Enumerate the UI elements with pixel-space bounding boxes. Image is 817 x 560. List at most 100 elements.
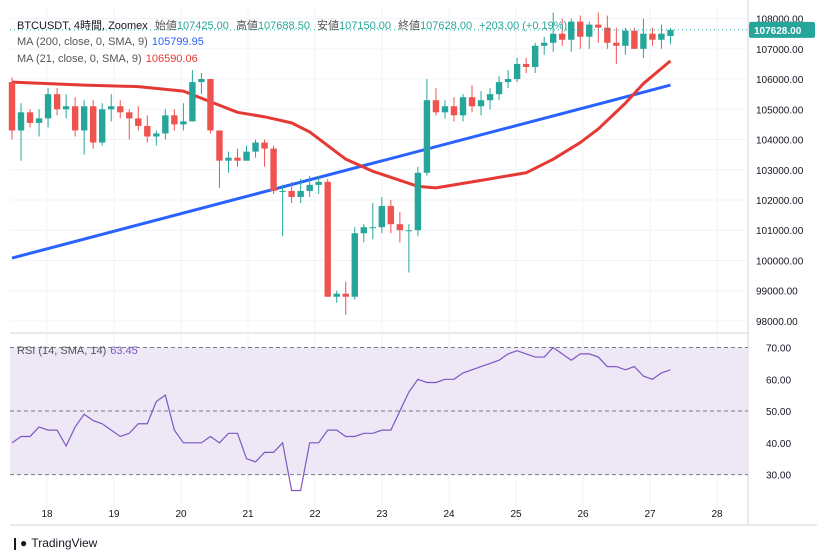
symbol-title[interactable]: BTCUSDT, 4時間, Zoomex <box>17 20 148 32</box>
price-tick-label: 102000.00 <box>756 196 804 207</box>
candle-body <box>613 42 620 46</box>
candle-body <box>450 106 458 116</box>
candle-body <box>396 224 404 231</box>
candle-body <box>658 33 665 40</box>
time-tick-label: 23 <box>376 509 388 520</box>
candle-body <box>144 125 151 137</box>
candle-body <box>153 133 160 137</box>
candle-body <box>8 82 16 131</box>
candle-body <box>513 63 521 80</box>
candle-body <box>495 82 503 95</box>
price-tick-label: 108000.00 <box>756 15 804 26</box>
rsi-legend-value: 63.45 <box>110 345 138 357</box>
candle-body <box>71 106 79 131</box>
rsi-tick-label: 30.00 <box>766 471 791 482</box>
candle-body <box>360 227 367 234</box>
candle-body <box>441 106 449 113</box>
ma200-legend[interactable]: MA (200, close, 0, SMA, 9) 105799.95 <box>17 36 208 48</box>
candle-body <box>162 115 169 134</box>
candle-body <box>189 82 196 122</box>
rsi-band <box>10 347 748 476</box>
low-label: 安値 <box>317 20 339 32</box>
candle-body <box>180 121 187 125</box>
candle-body <box>333 293 340 297</box>
time-tick-label: 25 <box>510 509 522 520</box>
candle-body <box>405 230 413 232</box>
candle-body <box>522 63 530 67</box>
high-label: 高値 <box>235 20 258 32</box>
candle-body <box>423 100 431 173</box>
ma200-line <box>11 83 671 260</box>
rsi-tick-label: 70.00 <box>766 344 791 355</box>
candle-body <box>559 33 566 40</box>
rsi-legend-label: RSI (14, SMA, 14) <box>17 345 107 357</box>
candle-body <box>577 21 584 37</box>
candle-body <box>315 181 322 185</box>
candle-body <box>216 130 223 161</box>
change-value: +203.00 (+0.19%) <box>479 20 568 32</box>
candle-body <box>595 24 602 28</box>
ma200-path <box>11 83 671 260</box>
candle-body <box>99 109 106 143</box>
candle-body <box>252 142 259 152</box>
candle-body <box>117 106 124 113</box>
candle-body <box>540 42 548 46</box>
price-axis[interactable]: 108000.00 107000.00 106000.00 105000.00 1040… <box>749 15 815 482</box>
time-tick-label: 18 <box>41 509 53 520</box>
rsi-band-fill <box>10 347 748 475</box>
candle-body <box>198 79 205 83</box>
candles-group <box>8 12 748 315</box>
price-tick-label: 107000.00 <box>756 45 804 56</box>
time-axis[interactable]: 18 19 20 21 22 23 24 25 26 27 28 <box>41 509 723 520</box>
ma21-legend-label: MA (21, close, 0, SMA, 9) <box>17 53 142 65</box>
ma21-legend[interactable]: MA (21, close, 0, SMA, 9) 106590.06 <box>17 53 202 65</box>
candle-body <box>649 33 656 40</box>
time-tick-label: 24 <box>443 509 455 520</box>
candle-body <box>35 118 43 123</box>
time-tick-label: 28 <box>711 509 723 520</box>
open-label: 始値 <box>154 20 177 32</box>
price-tick-label: 104000.00 <box>756 136 804 147</box>
price-tick-label: 106000.00 <box>756 75 804 86</box>
candle-body <box>80 106 88 131</box>
rsi-legend[interactable]: RSI (14, SMA, 14) 63.45 <box>17 345 142 357</box>
candle-body <box>26 112 34 123</box>
candle-body <box>550 33 557 43</box>
candle-body <box>234 157 241 161</box>
candle-body <box>531 45 539 67</box>
candle-body <box>486 94 494 101</box>
high-value: 107688.50 <box>257 20 310 32</box>
ma21-line <box>11 59 672 190</box>
price-tick-label: 99000.00 <box>756 287 798 298</box>
candle-body <box>306 184 313 191</box>
price-tick-label: 98000.00 <box>756 317 798 328</box>
low-value: 107150.00 <box>339 20 391 32</box>
footer-brand[interactable]: ❙● TradingView <box>10 536 97 550</box>
candle-body <box>324 181 331 297</box>
candle-body <box>270 148 277 191</box>
time-tick-label: 26 <box>577 509 589 520</box>
candle-body <box>135 118 142 126</box>
rsi-tick-label: 60.00 <box>766 375 791 386</box>
price-badge: 107628.00 <box>754 26 802 37</box>
candle-body <box>279 190 286 192</box>
price-tick-label: 101000.00 <box>756 226 804 237</box>
ma21-path <box>11 59 672 190</box>
candle-body <box>459 97 467 116</box>
candle-body <box>667 29 674 36</box>
price-tick-label: 105000.00 <box>756 105 804 116</box>
candle-body <box>504 79 512 83</box>
candle-body <box>44 94 52 119</box>
time-tick-label: 19 <box>108 509 120 520</box>
candle-body <box>369 227 376 229</box>
candle-body <box>640 33 647 49</box>
ma21-legend-value: 106590.06 <box>145 53 198 65</box>
candle-body <box>243 151 250 161</box>
candle-body <box>126 112 133 119</box>
price-tick-label: 103000.00 <box>756 166 804 177</box>
candle-body <box>62 106 70 110</box>
close-value: 107628.00 <box>420 20 473 32</box>
brand-name: TradingView <box>31 536 98 550</box>
candle-body <box>17 112 25 131</box>
